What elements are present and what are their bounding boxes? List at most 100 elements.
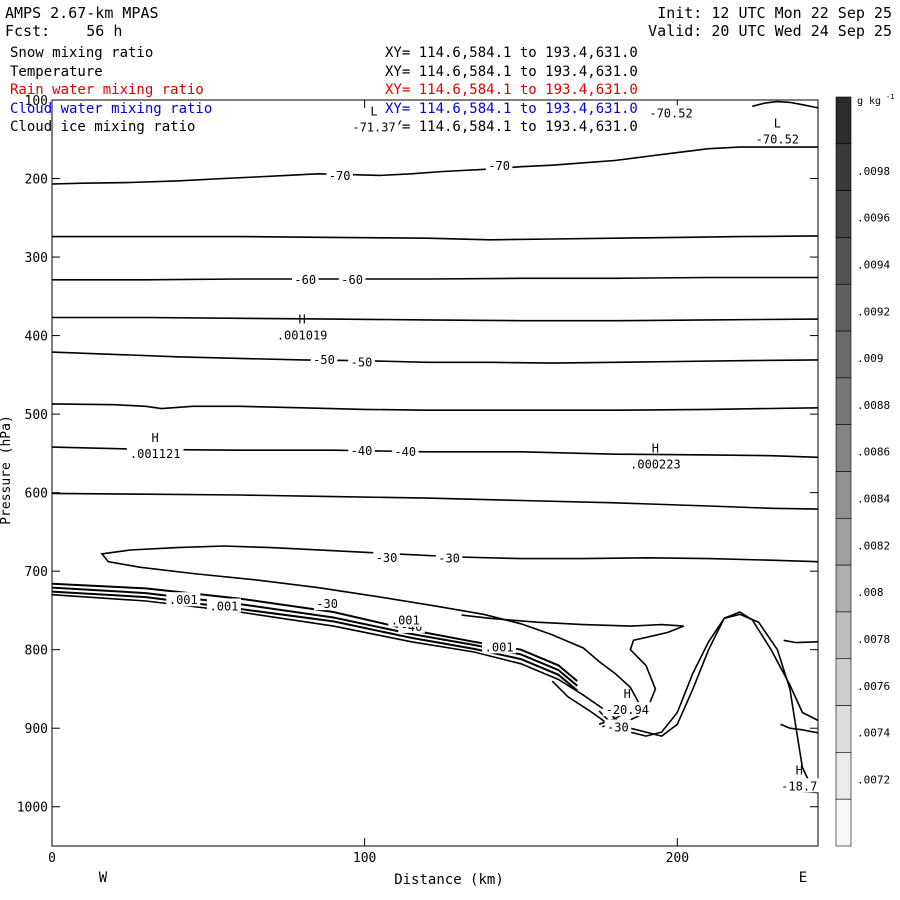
isotherm-line: [52, 316, 819, 322]
contour-value-label: .001: [169, 593, 198, 607]
label-background: [778, 778, 820, 793]
label-background: [338, 271, 366, 286]
label-background: [206, 598, 241, 613]
forecast-hour: Fcst: 56 h: [5, 22, 123, 40]
colorbar-tick-label: .0084: [857, 493, 890, 506]
contour-value-label: -50: [313, 353, 335, 367]
colorbar-cell: [835, 237, 852, 285]
colorbar: .0098 .0096 .0094 .0092 .009 .0088 .0086 .0084.…: [835, 93, 894, 847]
x-tick-label: 200: [666, 851, 689, 866]
label-background: [627, 456, 684, 471]
isotherm-line: [51, 593, 819, 792]
extremum-marker: H: [624, 687, 631, 701]
label-background: [602, 702, 652, 717]
field-xy-2: XY= 114.6,584.1 to 193.4,631.0: [385, 82, 638, 98]
colorbar-tick-label: .0098: [857, 165, 890, 178]
y-tick-label: 1000: [17, 801, 48, 816]
colorbar-cell: [835, 752, 852, 800]
label-background: [291, 271, 319, 286]
label-background: [392, 443, 419, 458]
colorbar-tick-label: .0082: [857, 539, 890, 552]
field-name-2: Rain water mixing ratio: [10, 82, 204, 98]
label-background: [348, 443, 375, 458]
label-background: [126, 446, 184, 461]
y-tick-label: 800: [25, 644, 48, 659]
contour-value-label: .001: [391, 614, 420, 628]
label-background: [646, 105, 696, 120]
colorbar-cell: [835, 705, 852, 753]
contour-value-label: .001019: [277, 329, 328, 343]
contour-annotations: L -71.37 -70.52 L -70.52 H .001019 H .001121 H .00…: [126, 104, 820, 793]
label-background: [388, 612, 423, 627]
isotherm-line: [783, 639, 819, 644]
colorbar-unit: g kg: [857, 96, 881, 107]
colorbar-tick-label: .0086: [857, 446, 890, 459]
colorbar-tick-label: .0078: [857, 633, 890, 646]
label-background: [373, 549, 400, 564]
colorbar-cell: [835, 330, 852, 379]
contour-value-label: -60: [294, 273, 316, 287]
valid-time: Valid: 20 UTC Wed 24 Sep 25: [648, 22, 892, 40]
contour-value-label: -70: [329, 169, 351, 183]
isotherm-line: [51, 403, 819, 411]
isotherm-line: [51, 146, 818, 185]
y-tick-label: 600: [25, 487, 48, 502]
isotherm-line: [52, 276, 818, 281]
colorbar-cell: [835, 798, 852, 847]
contour-value-label: -30: [316, 597, 338, 611]
contour-value-label: .001: [485, 640, 514, 654]
colorbar-cell: [835, 143, 852, 191]
plot-axes: 100 200 300 400 500 600 700 800 900 1000 0 100 200 W E: [17, 94, 819, 886]
y-tick-label: 100: [25, 94, 48, 109]
plot-frame: [51, 99, 819, 847]
contour-value-label: -20.94: [606, 703, 649, 717]
contour-value-label: -30: [607, 720, 629, 734]
colorbar-tick-label: .0094: [857, 258, 890, 271]
xy-range-label: XY= 114.6,584.1 to 193.4,631.0: [385, 45, 638, 61]
init-time: Init: 12 UTC Mon 22 Sep 25: [657, 4, 892, 22]
label-background: [482, 639, 517, 654]
y-tick-label: 700: [25, 565, 48, 580]
contour-value-label: -30: [438, 552, 460, 566]
colorbar-cell: [835, 518, 852, 566]
y-tick-label: 400: [25, 330, 48, 345]
label-background: [326, 168, 353, 183]
x-axis-label: Distance (km): [394, 872, 504, 888]
label-background: [604, 719, 632, 734]
east-label: E: [799, 870, 807, 886]
colorbar-unit-exponent: -1: [886, 93, 894, 101]
label-background: [166, 592, 201, 607]
extremum-marker: H: [796, 763, 803, 777]
colorbar-cell: [835, 564, 852, 613]
label-background: [273, 327, 331, 342]
colorbar-tick-label: .0072: [857, 773, 890, 786]
extremum-marker: L: [370, 104, 377, 118]
colorbar-cell: [835, 377, 852, 425]
field-xy-3: XY= 114.6,584.1 to 193.4,631.0: [385, 100, 638, 117]
colorbar-tick-label: .0092: [857, 305, 890, 318]
contour-value-label: -30: [376, 551, 398, 565]
extremum-marker: H: [152, 431, 159, 445]
contour-value-label: -60: [341, 273, 363, 287]
contour-value-label: .000223: [630, 457, 681, 471]
contour-value-label: -70: [488, 159, 510, 173]
contour-value-label: -70.52: [649, 106, 692, 120]
y-tick-label: 300: [25, 251, 48, 266]
field-xy-1: XY= 114.6,584.1 to 193.4,631.0: [385, 63, 638, 80]
label-background: [435, 550, 463, 565]
isotherm-line: [51, 492, 819, 510]
label-background: [310, 351, 338, 366]
isotherm-line: [51, 351, 819, 364]
isotherm-line: [52, 235, 819, 241]
field-name-3: Cloud water mixing ratio: [10, 100, 213, 117]
contour-value-label: -40: [351, 444, 373, 458]
label-background: [348, 354, 375, 369]
colorbar-cell: [835, 283, 852, 332]
isotherm-line: [752, 100, 819, 109]
field-name-1: Temperature: [10, 63, 103, 80]
isotherm-line: [100, 545, 819, 726]
contour-value-label: .001: [210, 599, 239, 613]
colorbar-cell: [835, 190, 852, 238]
contour-value-label: -50: [351, 355, 373, 369]
